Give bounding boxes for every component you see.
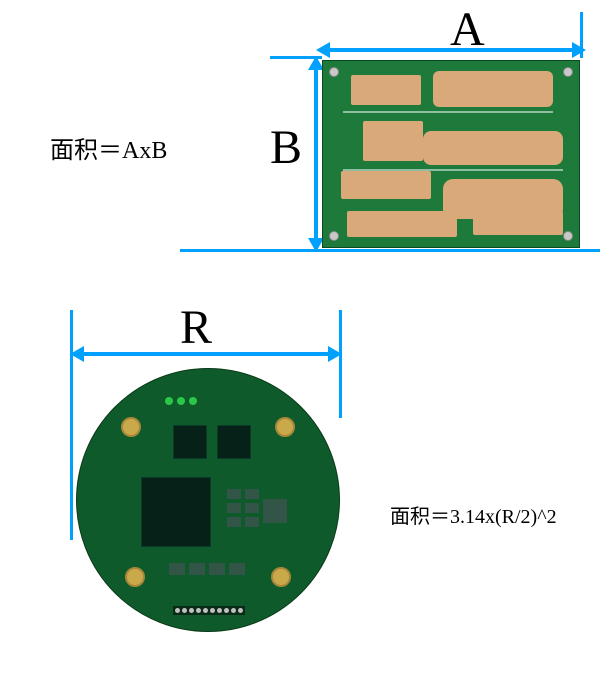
pcb-chip bbox=[217, 425, 251, 459]
pcb-pin bbox=[182, 608, 187, 613]
pcb-round-hole bbox=[271, 567, 291, 587]
pcb-pin bbox=[196, 608, 201, 613]
pcb-round bbox=[76, 368, 340, 632]
pcb-smd bbox=[227, 489, 241, 499]
pcb-trace bbox=[473, 211, 563, 235]
dim-r-ext-right bbox=[339, 310, 342, 418]
pcb-trace bbox=[347, 211, 457, 237]
letter-r: R bbox=[180, 300, 212, 355]
formula-circle-area: 面积＝3.14x(R/2)^2 bbox=[390, 500, 557, 529]
pcb-pin bbox=[217, 608, 222, 613]
pcb-smd bbox=[189, 563, 205, 575]
pcb-silk bbox=[343, 169, 563, 171]
pcb-round-hole bbox=[125, 567, 145, 587]
dim-r-ext-left bbox=[70, 310, 73, 540]
pcb-led bbox=[189, 397, 197, 405]
pcb-trace bbox=[363, 121, 423, 161]
pcb-led bbox=[177, 397, 185, 405]
pcb-smd bbox=[229, 563, 245, 575]
rect-baseline bbox=[180, 249, 600, 252]
pcb-connector bbox=[173, 606, 245, 615]
dim-b-line bbox=[314, 68, 318, 240]
pcb-rect-hole bbox=[563, 231, 573, 241]
pcb-smd bbox=[227, 503, 241, 513]
pcb-rect-hole bbox=[563, 67, 573, 77]
pcb-round-hole bbox=[121, 417, 141, 437]
pcb-smd bbox=[245, 503, 259, 513]
dim-r-line bbox=[82, 352, 330, 356]
pcb-smd bbox=[227, 517, 241, 527]
pcb-smd bbox=[245, 517, 259, 527]
formula-rect-area: 面积＝AxB bbox=[50, 130, 167, 165]
pcb-rect-hole bbox=[329, 231, 339, 241]
pcb-chip bbox=[141, 477, 211, 547]
dim-a-arrow-right bbox=[572, 42, 586, 58]
pcb-rect-hole bbox=[329, 67, 339, 77]
pcb-smd bbox=[169, 563, 185, 575]
pcb-pin bbox=[189, 608, 194, 613]
pcb-trace bbox=[341, 171, 431, 199]
pcb-pin bbox=[238, 608, 243, 613]
pcb-round-hole bbox=[275, 417, 295, 437]
pcb-smd bbox=[263, 499, 287, 523]
pcb-trace bbox=[351, 75, 421, 105]
pcb-rectangular bbox=[322, 60, 580, 248]
pcb-pin bbox=[224, 608, 229, 613]
dim-a-line bbox=[326, 48, 576, 52]
pcb-pin bbox=[231, 608, 236, 613]
pcb-chip bbox=[173, 425, 207, 459]
pcb-trace bbox=[433, 71, 553, 107]
pcb-silk bbox=[343, 111, 553, 113]
pcb-pin bbox=[203, 608, 208, 613]
pcb-trace bbox=[423, 131, 563, 165]
pcb-pin bbox=[210, 608, 215, 613]
letter-b: B bbox=[270, 120, 302, 175]
pcb-led bbox=[165, 397, 173, 405]
pcb-pin bbox=[175, 608, 180, 613]
pcb-smd bbox=[209, 563, 225, 575]
dim-a-ext-right bbox=[580, 12, 583, 58]
pcb-smd bbox=[245, 489, 259, 499]
